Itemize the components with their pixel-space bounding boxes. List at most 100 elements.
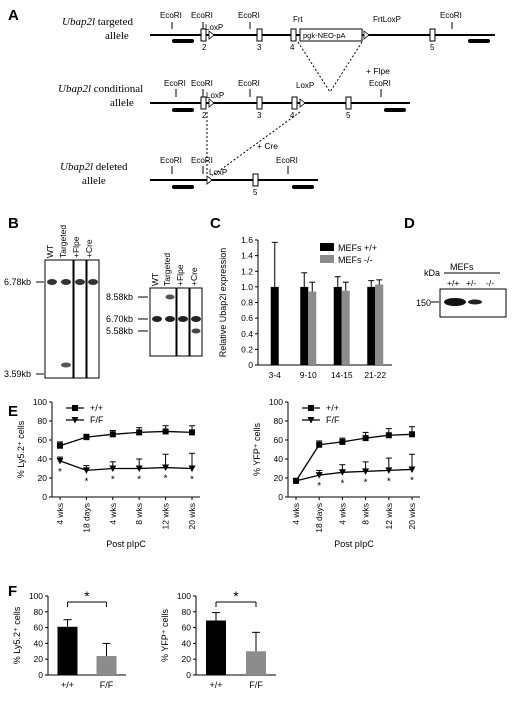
series-line: [295, 433, 413, 482]
panel-d: D kDa MEFs +/+ +/- -/- 150: [404, 215, 507, 318]
series-line: [59, 430, 193, 447]
significance-star: *: [58, 467, 62, 478]
deleted-allele-label-2: allele: [82, 175, 106, 187]
y-tick-label: 0.4: [241, 329, 253, 339]
lane-label: +Flpe: [175, 264, 185, 286]
y-tick-label: 0.8: [241, 298, 253, 308]
blot-band: [165, 316, 175, 322]
blot-image: [149, 287, 177, 357]
y-tick-label: 40: [34, 638, 44, 648]
y-tick-label: 0: [38, 670, 43, 680]
loxp-triangle: [363, 30, 370, 40]
y-tick-label: 60: [34, 623, 44, 633]
ecori-site-label: EcoRI: [160, 11, 182, 20]
legend-label: MEFs -/-: [338, 255, 373, 265]
exon-box: [256, 28, 263, 42]
significance-star: *: [317, 481, 321, 492]
lane-label: +/+: [447, 278, 459, 288]
probe-bar: [468, 39, 490, 43]
data-point: [188, 465, 196, 472]
data-point: [135, 465, 143, 472]
blot-band: [444, 298, 466, 306]
kda-label: kDa: [424, 268, 440, 278]
y-tick-label: 100: [33, 397, 47, 407]
significance-star: *: [164, 474, 168, 485]
x-tick-label: F/F: [100, 680, 114, 690]
ecori-site-label: EcoRI: [191, 79, 213, 88]
x-tick-label: 4 wks: [337, 503, 347, 525]
panel-letter-d: D: [404, 215, 415, 232]
panel-letter-b: B: [8, 215, 19, 232]
loxp-label: LoxP: [206, 91, 224, 100]
exon-number: 2: [202, 111, 207, 120]
blot-image: [44, 259, 74, 379]
y-tick-label: 1.4: [241, 251, 253, 261]
targeted-allele-label-2: allele: [105, 30, 129, 42]
y-axis-label: % YFP⁺ cells: [160, 608, 170, 662]
exon-box: [252, 173, 259, 187]
data-point: [57, 442, 63, 449]
data-point: [316, 441, 323, 448]
chart-c: 0 0.2 0.4 0.6 0.8 1.0 1.2 1.4 1.6 Relative Ubap2l…: [218, 235, 392, 380]
x-axis-label: Post pIpC: [334, 539, 374, 549]
size-marker: 8.58kb: [106, 292, 133, 302]
lane-label: +Cre: [84, 239, 94, 258]
y-tick-label: 40: [38, 454, 48, 464]
lane-label: WT: [150, 273, 160, 286]
data-point: [315, 472, 323, 479]
y-tick-label: 0: [278, 492, 283, 502]
y-tick-label: 1.0: [241, 282, 253, 292]
y-tick-label: 0.2: [241, 344, 253, 354]
significance-star: *: [190, 475, 194, 486]
blot-band: [61, 362, 71, 368]
data-point: [385, 467, 393, 474]
y-tick-label: 100: [177, 591, 191, 601]
significance-star: *: [84, 476, 88, 487]
ecori-site-label: EcoRI: [160, 156, 182, 165]
x-tick-label: 20 wks: [407, 503, 417, 529]
x-tick-label: 8 wks: [134, 503, 144, 525]
loxp-triangle: [208, 30, 215, 40]
bar: [300, 286, 309, 365]
data-point: [338, 469, 346, 476]
y-tick-label: 80: [182, 607, 192, 617]
size-marker: 6.78kb: [4, 277, 31, 287]
y-tick-label: 100: [29, 591, 43, 601]
blot-band: [468, 299, 482, 305]
exon-number: 2: [202, 43, 207, 52]
size-marker: 6.70kb: [106, 314, 133, 324]
blot-band: [191, 316, 201, 322]
data-point: [292, 477, 300, 485]
y-tick-label: 20: [38, 473, 48, 483]
x-axis-label: Post pIpC: [106, 539, 146, 549]
legend-swatch: [320, 243, 334, 251]
data-point: [385, 432, 392, 439]
ecori-site-label: EcoRI: [238, 11, 260, 20]
significance-star: *: [233, 588, 239, 604]
y-tick-label: 20: [274, 473, 284, 483]
exon-number: 3: [257, 43, 262, 52]
ecori-site-label: EcoRI: [276, 156, 298, 165]
bar: [333, 286, 342, 365]
y-tick-label: 0.6: [241, 313, 253, 323]
y-tick-label: 0: [42, 492, 47, 502]
exon-number: 3: [257, 111, 262, 120]
bar: [341, 290, 350, 365]
x-tick-label: +/+: [209, 680, 222, 690]
blot-image: [73, 259, 87, 379]
y-axis-label: Relative Ubap2l expression: [218, 248, 228, 358]
y-tick-label: 80: [274, 416, 284, 426]
conditional-allele-label: Ubap2l conditional: [58, 83, 143, 95]
right-blot-lane-labels: WT Targeted +Flpe +Cre: [150, 253, 199, 286]
x-tick-label: 8 wks: [361, 503, 371, 525]
exon-box: [256, 96, 263, 110]
data-point: [362, 468, 370, 475]
x-tick-label: 3-4: [269, 370, 282, 380]
legend-label: +/+: [90, 403, 103, 413]
blot-band: [191, 328, 201, 334]
loxp-label: LoxP: [209, 168, 227, 177]
y-tick-label: 20: [34, 654, 44, 664]
mefs-label: MEFs: [450, 262, 474, 272]
